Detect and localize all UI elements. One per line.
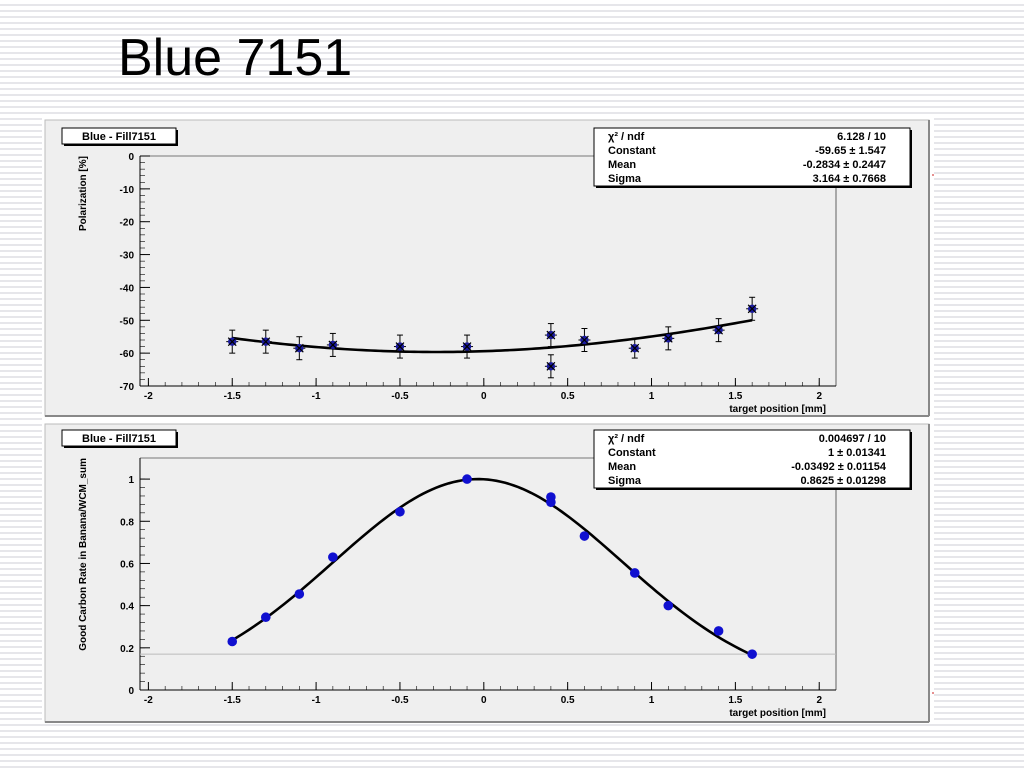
data-point-cross <box>462 342 472 351</box>
data-point <box>579 531 590 541</box>
figure-svg: -2 -1.5 -1 -0.5 0 0.5 1 1.5 20-10-20-30-40-50-60… <box>44 119 960 723</box>
data-point-cross <box>227 337 237 347</box>
y-tick-label: -40 <box>120 283 135 294</box>
data-point-cross <box>630 343 640 353</box>
stats-box <box>593 127 911 187</box>
stats-value: 3.164 ± 0.7668 <box>813 173 886 185</box>
data-point <box>629 568 640 578</box>
y-tick-label: -30 <box>120 251 135 262</box>
x-tick-label: -2 <box>144 391 153 402</box>
chart-title: Blue - Fill7151 <box>82 131 156 143</box>
title-box <box>61 127 177 145</box>
data-point-cross <box>328 340 338 350</box>
y-tick-label: 0.2 <box>120 644 134 655</box>
stats-label: Mean <box>608 159 636 171</box>
stats-value: 6.128 / 10 <box>837 131 886 143</box>
data-point-cross <box>546 361 556 371</box>
fit-curve <box>231 477 753 657</box>
x-tick-label: 0 <box>481 391 487 402</box>
data-point-cross <box>395 342 405 351</box>
stats-value: 0.8625 ± 0.01298 <box>800 475 886 487</box>
data-point-cross <box>714 325 724 335</box>
stats-value: 0.004697 / 10 <box>819 433 886 445</box>
stats-box <box>593 429 911 489</box>
stats-value: -0.2834 ± 0.2447 <box>803 159 886 171</box>
x-tick-label: 0.5 <box>561 695 575 706</box>
x-tick-label: 0.5 <box>561 391 575 402</box>
data-point <box>227 636 238 647</box>
stats-label: χ² / ndf <box>608 131 645 143</box>
x-tick-label: 2 <box>816 695 822 706</box>
y-axis-label: Good Carbon Rate in Banana/WCM_sum <box>78 458 89 651</box>
stats-label: χ² / ndf <box>608 433 645 445</box>
x-tick-label: -1 <box>312 695 321 706</box>
stats-label: Sigma <box>608 173 642 185</box>
data-point-cross <box>546 330 556 340</box>
data-point <box>328 552 338 562</box>
stats-label: Constant <box>608 145 656 157</box>
y-tick-label: -10 <box>120 185 135 196</box>
x-tick-label: 1 <box>649 391 655 402</box>
x-tick-label: -0.5 <box>391 391 409 402</box>
y-tick-label: 0 <box>128 686 134 697</box>
x-axis-label: target position [mm] <box>729 404 826 415</box>
data-point <box>294 589 305 599</box>
x-tick-label: 1.5 <box>728 695 742 706</box>
x-tick-label: -1.5 <box>224 695 242 706</box>
x-tick-label: -1.5 <box>224 391 242 402</box>
stats-label: Sigma <box>608 475 642 487</box>
figure-frame: -2 -1.5 -1 -0.5 0 0.5 1 1.5 2 0 -10 -20 -30 -40 -50 -60… <box>42 114 960 724</box>
y-tick-label: -60 <box>120 349 135 360</box>
data-point-cross <box>294 343 304 353</box>
data-point <box>462 474 472 484</box>
x-tick-label: 2 <box>816 391 822 402</box>
x-tick-label: -1 <box>312 391 321 402</box>
y-tick-label: 0.6 <box>120 559 134 570</box>
x-axis-label: target position [mm] <box>729 708 826 719</box>
chart-title: Blue - Fill7151 <box>82 433 156 445</box>
y-tick-label: 1 <box>128 475 134 486</box>
y-tick-label: -20 <box>120 218 135 229</box>
data-point <box>663 600 674 611</box>
stats-label: Constant <box>608 447 656 459</box>
stats-value: 1 ± 0.01341 <box>828 447 886 459</box>
y-tick-label: -70 <box>120 382 135 393</box>
y-tick-label: 0.4 <box>120 602 134 613</box>
fit-curve <box>232 318 753 354</box>
stats-value: -59.65 ± 1.547 <box>815 145 886 157</box>
data-point <box>546 497 556 508</box>
data-point <box>395 506 405 517</box>
y-tick-label: 0 <box>128 152 134 163</box>
data-point <box>713 626 724 636</box>
data-point-cross <box>747 304 757 314</box>
y-tick-label: -50 <box>120 316 135 327</box>
data-point-cross <box>580 335 589 345</box>
y-axis-label: Polarization [%] <box>78 156 89 231</box>
slide-title: Blue 7151 <box>118 29 353 87</box>
x-tick-label: 0 <box>481 695 487 706</box>
data-point <box>260 612 271 623</box>
x-tick-label: 1.5 <box>728 391 742 402</box>
stats-value: -0.03492 ± 0.01154 <box>791 461 887 473</box>
x-tick-label: -2 <box>144 695 153 706</box>
data-point-cross <box>261 337 271 347</box>
y-tick-label: 0.8 <box>120 517 134 528</box>
x-tick-label: 1 <box>649 695 655 706</box>
data-point <box>747 649 757 659</box>
title-box <box>61 429 177 447</box>
x-tick-label: -0.5 <box>391 695 409 706</box>
stats-label: Mean <box>608 461 636 473</box>
data-point-cross <box>663 333 673 343</box>
